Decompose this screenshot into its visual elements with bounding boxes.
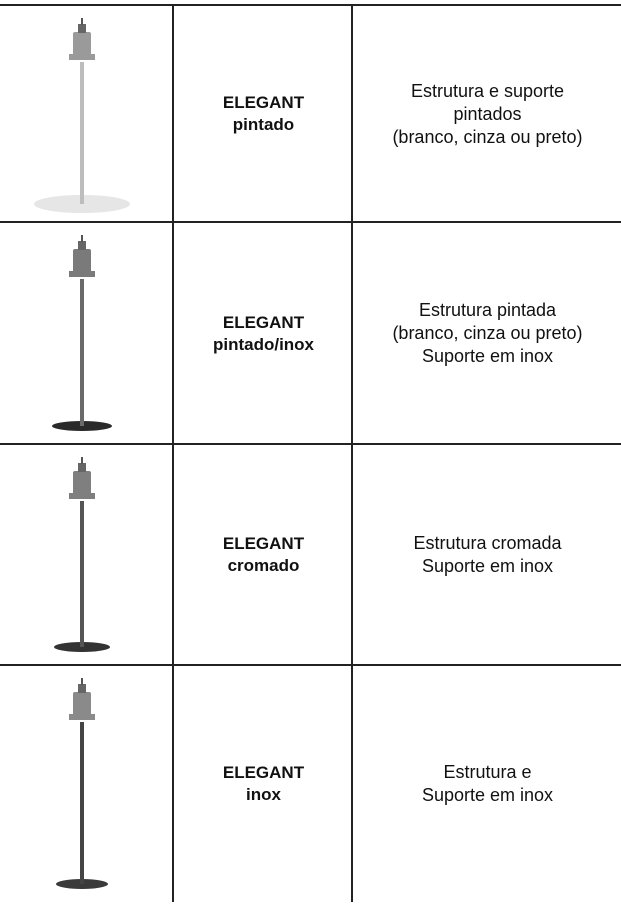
column-border [172,5,174,902]
description-line: Estrutura e suporte [410,80,565,101]
product-image [0,666,173,902]
description-line: Suporte em inox [421,556,554,576]
stand-illustration [52,235,112,431]
name-line: ELEGANT [222,763,305,782]
name-line: pintado/inox [212,334,315,354]
product-name: ELEGANT inox [175,666,352,902]
description-line: Estrutura cromada [413,533,562,553]
product-image [0,223,173,444]
description-line: Estrutura pintada [418,300,557,320]
product-name: ELEGANT cromado [175,445,352,665]
product-description: Estrutura e Suporte em inox [354,666,621,902]
product-name: ELEGANT pintado/inox [175,223,352,444]
description-line: pintados [453,103,522,124]
stand-illustration [56,678,108,889]
name-line: ELEGANT [222,312,305,332]
stand-illustration [54,457,110,652]
description-line: Suporte em inox [421,785,554,805]
column-border [351,5,353,902]
row-border [0,443,621,445]
name-line: pintado [232,115,295,134]
description-line: Estrutura e [443,762,532,782]
row-border [0,664,621,666]
description-line: (branco, cinza ou preto) [392,323,583,343]
row-border [0,4,621,6]
name-line: ELEGANT [222,534,305,553]
name-line: cromado [227,556,300,575]
product-image [0,6,173,222]
product-description: Estrutura cromada Suporte em inox [354,445,621,665]
row-border [0,221,621,223]
product-description: Estrutura e suporte pintados (branco, cinz… [354,6,621,222]
stand-illustration [34,18,130,213]
product-description: Estrutura pintada (branco, cinza ou preto… [354,223,621,444]
description-line: Suporte em inox [421,346,554,366]
name-line: ELEGANT [222,93,305,112]
product-image [0,445,173,665]
name-line: inox [246,785,281,804]
product-name: ELEGANT pintado [175,6,352,222]
description-line: (branco, cinza ou preto) [392,126,583,147]
